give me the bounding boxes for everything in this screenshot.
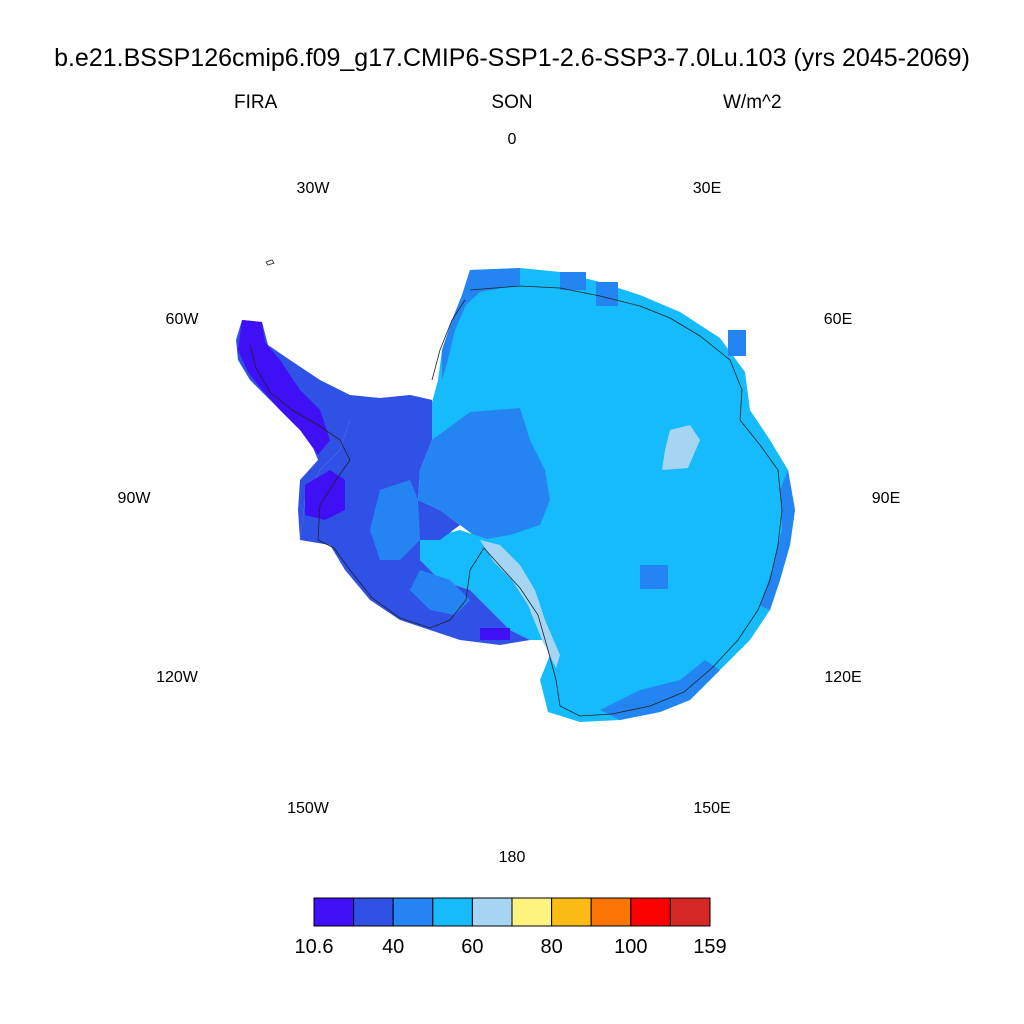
lon-label-150e: 150E <box>693 800 731 817</box>
colorbar-tick-label: 40 <box>382 936 404 958</box>
lon-label-0: 0 <box>507 131 517 148</box>
east-coast-patch <box>596 282 618 306</box>
plot-title: b.e21.BSSP126cmip6.f09_g17.CMIP6-SSP1-2.… <box>54 44 970 72</box>
small-island <box>265 259 275 266</box>
east-antarctica-region <box>430 268 795 722</box>
ross-ice-shelf <box>420 530 550 640</box>
colorbar-box <box>669 897 711 927</box>
plateau-light-patch <box>662 425 700 470</box>
colorbar-box <box>630 897 671 927</box>
colorbar-box <box>313 897 355 927</box>
colorbar-box <box>590 897 632 927</box>
marie-byrd-patch <box>370 480 420 560</box>
peninsula-tip-dark <box>238 320 330 455</box>
east-coast-patch <box>640 565 668 589</box>
colorbar-box <box>432 897 473 927</box>
colorbar-box <box>511 897 553 927</box>
east-coast-band <box>442 268 520 380</box>
colorbar-box <box>551 897 592 927</box>
colorbar-box <box>471 897 513 927</box>
colorbar-tick-label: 10.6 <box>295 936 334 958</box>
colorbar-tick-label: 100 <box>614 936 647 958</box>
east-coast-band-south <box>600 660 720 720</box>
east-coast-band-east <box>760 470 795 610</box>
colorbar-box <box>353 897 394 927</box>
lon-label-30e: 30E <box>692 180 722 197</box>
colorbar-box <box>392 897 434 927</box>
lon-label-90e: 90E <box>871 490 901 507</box>
lon-label-90w: 90W <box>117 490 151 507</box>
coastline <box>249 285 783 717</box>
variable-label: FIRA <box>234 92 278 113</box>
season-label: SON <box>491 92 533 113</box>
east-coast-patch <box>560 272 586 290</box>
lon-label-60w: 60W <box>165 311 199 328</box>
marie-byrd-patch-2 <box>410 570 470 615</box>
west-antarctica-central <box>418 408 550 540</box>
lon-label-60e: 60E <box>823 311 853 328</box>
lon-label-30w: 30W <box>296 180 330 197</box>
colorbar-tick-label: 159 <box>693 936 726 958</box>
ellsworth-dark <box>305 470 345 520</box>
lon-label-150w: 150W <box>287 800 329 817</box>
ross-coast-dark <box>480 628 510 640</box>
ross-ice-shelf-light <box>480 540 560 668</box>
colorbar-tick-label: 80 <box>540 936 562 958</box>
units-label: W/m^2 <box>723 92 782 113</box>
east-coast-patch <box>728 330 746 356</box>
lon-label-120w: 120W <box>156 669 198 686</box>
colorbar-tick-label: 60 <box>461 936 483 958</box>
lon-label-120e: 120E <box>824 669 862 686</box>
lon-label-180: 180 <box>498 849 526 866</box>
